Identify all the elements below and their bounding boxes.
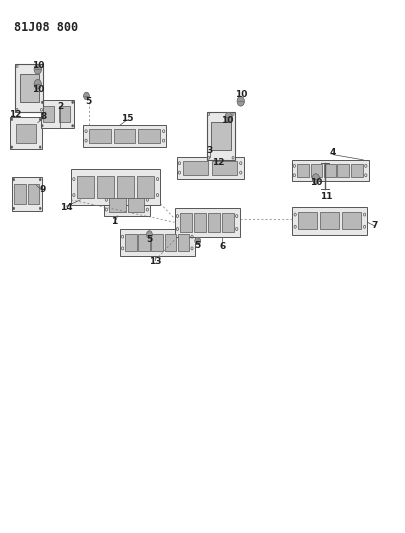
- Text: 7: 7: [371, 222, 377, 230]
- Bar: [59, 106, 70, 122]
- Text: 10: 10: [32, 85, 44, 94]
- Bar: [119, 229, 194, 256]
- Bar: [89, 130, 111, 142]
- Circle shape: [311, 174, 319, 183]
- Bar: [71, 169, 160, 205]
- Text: 10: 10: [309, 179, 321, 187]
- Text: 2: 2: [57, 102, 63, 111]
- Bar: [83, 125, 166, 147]
- Bar: [174, 208, 239, 237]
- Text: 4: 4: [329, 149, 335, 157]
- Bar: [207, 112, 234, 160]
- Bar: [291, 160, 368, 181]
- Bar: [350, 164, 362, 177]
- Circle shape: [72, 125, 73, 127]
- Text: 5: 5: [85, 97, 92, 106]
- Text: 8: 8: [40, 112, 47, 120]
- Circle shape: [39, 146, 41, 148]
- Bar: [177, 235, 189, 251]
- Bar: [292, 207, 367, 235]
- Bar: [136, 176, 154, 198]
- Text: 5: 5: [145, 235, 152, 244]
- Bar: [176, 157, 243, 179]
- Text: 6: 6: [219, 242, 225, 251]
- Bar: [128, 198, 144, 212]
- Text: 9: 9: [40, 185, 46, 193]
- Bar: [12, 177, 42, 211]
- Text: 10: 10: [234, 91, 246, 99]
- Bar: [183, 161, 208, 174]
- Circle shape: [39, 179, 41, 181]
- Bar: [296, 164, 308, 177]
- Bar: [77, 176, 94, 198]
- Bar: [310, 164, 322, 177]
- Bar: [211, 122, 230, 150]
- Bar: [116, 176, 134, 198]
- Bar: [211, 161, 236, 174]
- Bar: [319, 212, 339, 229]
- Bar: [113, 130, 135, 142]
- Circle shape: [34, 64, 41, 74]
- Bar: [138, 235, 149, 251]
- Bar: [323, 164, 335, 177]
- Text: 13: 13: [149, 257, 161, 265]
- Circle shape: [11, 118, 13, 120]
- Bar: [28, 184, 39, 204]
- Bar: [298, 212, 317, 229]
- Circle shape: [13, 179, 15, 181]
- Circle shape: [39, 207, 41, 209]
- Bar: [194, 213, 206, 232]
- Text: 11: 11: [319, 192, 331, 200]
- Text: 5: 5: [194, 241, 200, 250]
- Bar: [43, 106, 54, 122]
- Bar: [337, 164, 348, 177]
- Bar: [96, 176, 114, 198]
- Text: 12: 12: [9, 110, 21, 118]
- Bar: [103, 193, 150, 216]
- Circle shape: [237, 96, 244, 106]
- Bar: [221, 213, 233, 232]
- Bar: [40, 100, 74, 128]
- Bar: [138, 130, 160, 142]
- Bar: [164, 235, 176, 251]
- Circle shape: [41, 101, 43, 103]
- Text: 3: 3: [206, 146, 213, 155]
- Bar: [180, 213, 192, 232]
- Bar: [10, 117, 42, 149]
- Circle shape: [11, 146, 13, 148]
- Bar: [19, 74, 39, 102]
- Text: 1: 1: [111, 217, 117, 226]
- Circle shape: [13, 207, 15, 209]
- Circle shape: [41, 125, 43, 127]
- Bar: [341, 212, 360, 229]
- Text: 10: 10: [32, 61, 44, 69]
- Circle shape: [146, 231, 152, 238]
- Circle shape: [39, 118, 41, 120]
- Bar: [125, 235, 136, 251]
- Circle shape: [34, 79, 41, 89]
- Bar: [15, 64, 43, 112]
- Text: 10: 10: [221, 117, 233, 125]
- Bar: [151, 235, 162, 251]
- Bar: [109, 198, 125, 212]
- Circle shape: [194, 237, 200, 245]
- Text: 12: 12: [211, 158, 224, 167]
- Bar: [207, 213, 220, 232]
- Text: 81J08 800: 81J08 800: [14, 21, 78, 34]
- Bar: [14, 184, 26, 204]
- Text: 14: 14: [60, 204, 72, 212]
- Circle shape: [83, 92, 89, 100]
- Bar: [16, 124, 36, 143]
- Circle shape: [224, 112, 232, 122]
- Text: 15: 15: [121, 114, 133, 123]
- Circle shape: [72, 101, 73, 103]
